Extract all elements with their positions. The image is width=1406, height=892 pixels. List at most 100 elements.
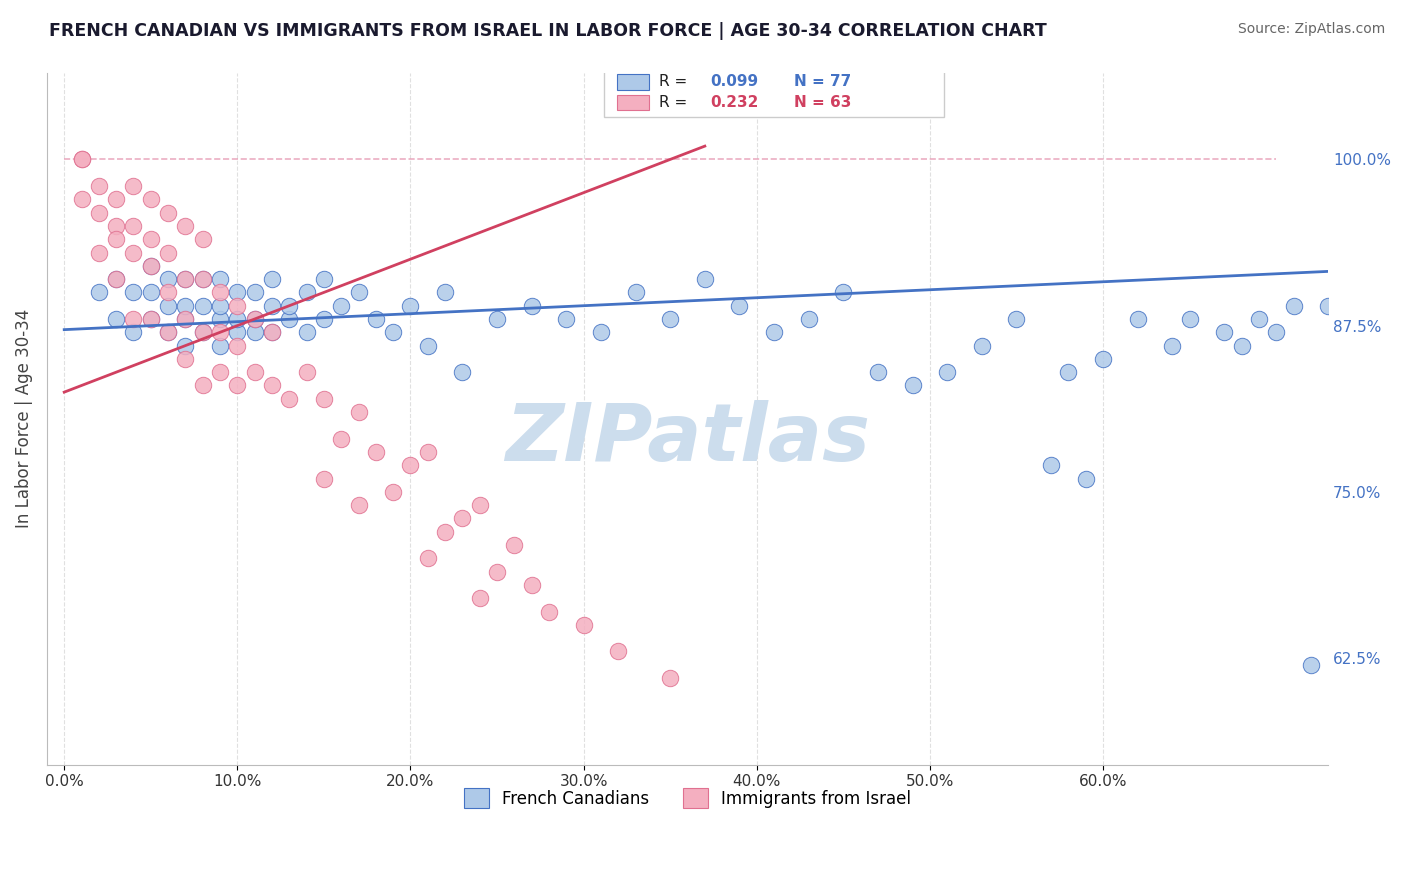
Point xyxy=(122,326,145,340)
Point xyxy=(1230,338,1253,352)
Text: 0.099: 0.099 xyxy=(710,74,759,89)
Point xyxy=(468,591,491,606)
Point xyxy=(226,285,249,300)
Point xyxy=(122,219,145,233)
Text: N = 77: N = 77 xyxy=(794,74,851,89)
Point xyxy=(1126,312,1149,326)
Point xyxy=(901,378,924,392)
Point xyxy=(312,392,335,406)
Point xyxy=(260,326,283,340)
Point xyxy=(87,245,110,260)
Point xyxy=(105,272,128,286)
Point xyxy=(157,326,180,340)
Point xyxy=(347,405,370,419)
Point xyxy=(624,285,647,300)
Point xyxy=(139,312,162,326)
Point xyxy=(87,205,110,219)
Point xyxy=(382,484,405,499)
Point xyxy=(659,312,682,326)
Point xyxy=(486,312,509,326)
Point xyxy=(797,312,820,326)
Point xyxy=(208,299,231,313)
Point xyxy=(226,299,249,313)
Point xyxy=(122,285,145,300)
Point xyxy=(728,299,751,313)
Point xyxy=(139,232,162,246)
Point xyxy=(347,498,370,512)
Point xyxy=(191,232,214,246)
Text: ZIPatlas: ZIPatlas xyxy=(505,401,870,478)
Y-axis label: In Labor Force | Age 30-34: In Labor Force | Age 30-34 xyxy=(15,310,32,528)
Point xyxy=(208,312,231,326)
Point xyxy=(174,219,197,233)
Point xyxy=(157,245,180,260)
Point xyxy=(139,259,162,273)
Point xyxy=(157,326,180,340)
Point xyxy=(139,285,162,300)
Point xyxy=(1317,299,1340,313)
Point xyxy=(330,432,353,446)
Point xyxy=(832,285,855,300)
Point xyxy=(105,312,128,326)
Point xyxy=(70,192,93,206)
Point xyxy=(174,272,197,286)
Text: N = 63: N = 63 xyxy=(794,95,851,111)
Point xyxy=(520,299,543,313)
Point xyxy=(191,326,214,340)
Point xyxy=(226,378,249,392)
Point xyxy=(191,378,214,392)
Point xyxy=(70,153,93,167)
Point xyxy=(174,272,197,286)
Point xyxy=(693,272,716,286)
Point xyxy=(208,272,231,286)
Point xyxy=(226,326,249,340)
Point xyxy=(763,326,786,340)
Point xyxy=(122,312,145,326)
Point xyxy=(659,671,682,685)
Text: R =: R = xyxy=(659,95,692,111)
Point xyxy=(295,326,318,340)
Point xyxy=(1005,312,1028,326)
Point xyxy=(243,285,266,300)
Point xyxy=(157,299,180,313)
Point xyxy=(243,312,266,326)
Point xyxy=(278,299,301,313)
Point xyxy=(105,219,128,233)
Point xyxy=(1161,338,1184,352)
Point xyxy=(382,326,405,340)
Point xyxy=(416,445,439,459)
Point xyxy=(139,259,162,273)
Point xyxy=(364,312,387,326)
Point xyxy=(105,272,128,286)
Point xyxy=(191,272,214,286)
Point xyxy=(486,565,509,579)
Point xyxy=(330,299,353,313)
Point xyxy=(260,378,283,392)
Point xyxy=(122,245,145,260)
Point xyxy=(364,445,387,459)
Point xyxy=(312,272,335,286)
Bar xyxy=(617,95,650,111)
Point xyxy=(399,458,422,473)
Text: R =: R = xyxy=(659,74,692,89)
Point xyxy=(468,498,491,512)
Point xyxy=(191,326,214,340)
Text: FRENCH CANADIAN VS IMMIGRANTS FROM ISRAEL IN LABOR FORCE | AGE 30-34 CORRELATION: FRENCH CANADIAN VS IMMIGRANTS FROM ISRAE… xyxy=(49,22,1047,40)
Point xyxy=(174,312,197,326)
Point xyxy=(589,326,612,340)
Bar xyxy=(617,74,650,89)
Point xyxy=(503,538,526,552)
Point xyxy=(451,511,474,525)
Point xyxy=(87,179,110,194)
Point xyxy=(1057,365,1080,379)
Point xyxy=(1092,351,1115,366)
Point xyxy=(191,272,214,286)
Point xyxy=(243,365,266,379)
Point xyxy=(174,299,197,313)
Point xyxy=(70,153,93,167)
Point xyxy=(174,351,197,366)
Point xyxy=(1265,326,1288,340)
Point xyxy=(1334,724,1357,739)
Point xyxy=(208,285,231,300)
Point xyxy=(1178,312,1201,326)
